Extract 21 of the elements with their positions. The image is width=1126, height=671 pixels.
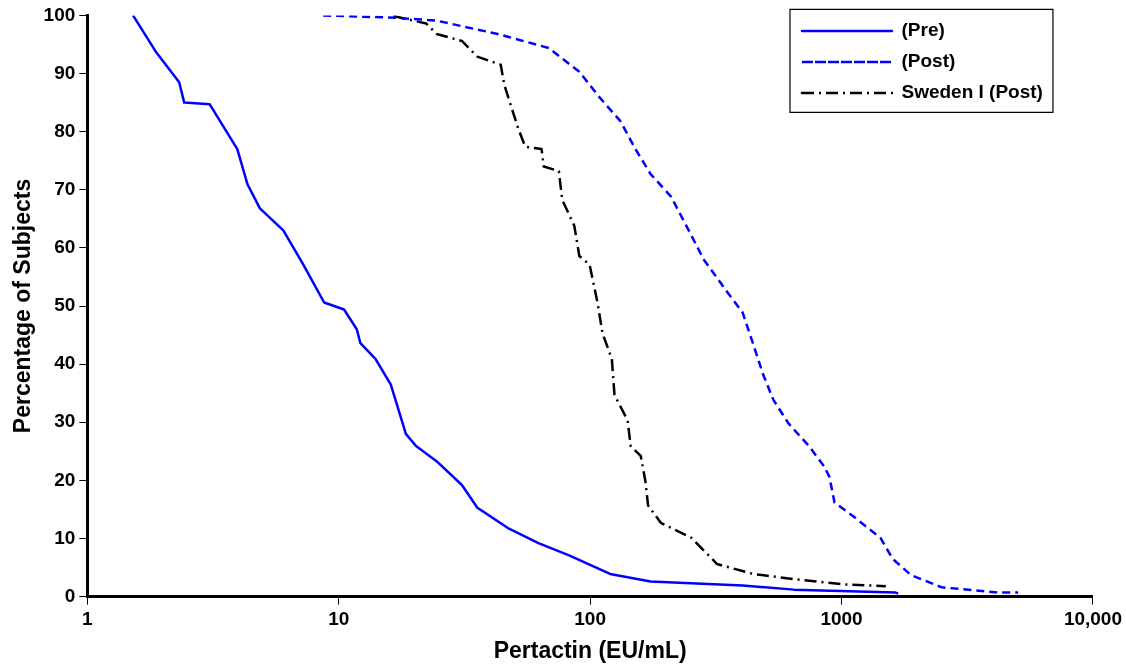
x-tick-label: 1 [82, 608, 94, 630]
y-tick-label: 20 [54, 468, 76, 490]
y-tick-label: 40 [54, 352, 76, 374]
x-tick-label: 100 [574, 608, 606, 630]
y-tick-label: 0 [64, 584, 76, 606]
legend-label: Sweden I (Post) [901, 81, 1043, 103]
x-tick-label: 1000 [820, 608, 863, 630]
y-tick-label: 60 [54, 236, 76, 258]
y-tick-label: 50 [54, 294, 76, 316]
x-tick-label: 10 [328, 608, 350, 630]
y-tick-label: 80 [54, 119, 76, 141]
x-tick-label: 10,000 [1063, 608, 1123, 630]
y-tick-label: 100 [43, 3, 76, 25]
x-axis-title: Pertactin (EU/mL) [493, 636, 687, 663]
y-tick-label: 30 [54, 410, 76, 432]
y-axis-title: Percentage of Subjects [9, 178, 36, 434]
y-tick-label: 70 [54, 177, 76, 199]
legend-label: (Post) [901, 50, 956, 72]
legend-label: (Pre) [901, 19, 945, 41]
y-tick-label: 90 [54, 61, 76, 83]
y-tick-label: 10 [54, 526, 76, 548]
